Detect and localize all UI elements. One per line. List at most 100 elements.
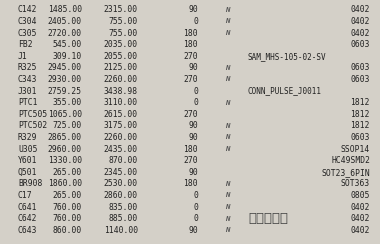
Text: 0: 0 [193,87,198,95]
Text: 0402: 0402 [350,203,370,212]
Text: Q501: Q501 [18,168,38,177]
Text: N: N [225,65,230,71]
Text: Y601: Y601 [18,156,38,165]
Text: 0402: 0402 [350,5,370,14]
Text: 2035.00: 2035.00 [104,40,138,49]
Text: 1812: 1812 [350,98,370,107]
Text: 265.00: 265.00 [53,191,82,200]
Text: 755.00: 755.00 [109,17,138,26]
Text: 深圳宏力捷: 深圳宏力捷 [248,212,288,225]
Text: 2345.00: 2345.00 [104,168,138,177]
Text: 1065.00: 1065.00 [48,110,82,119]
Text: 180: 180 [184,179,198,188]
Text: 180: 180 [184,144,198,153]
Text: 760.00: 760.00 [53,203,82,212]
Text: 270: 270 [184,52,198,61]
Text: 2405.00: 2405.00 [48,17,82,26]
Text: C17: C17 [18,191,33,200]
Text: N: N [225,123,230,129]
Text: R329: R329 [18,133,38,142]
Text: C343: C343 [18,75,38,84]
Text: 0: 0 [193,203,198,212]
Text: 3438.98: 3438.98 [104,87,138,95]
Text: 3175.00: 3175.00 [104,121,138,130]
Text: SOT363: SOT363 [341,179,370,188]
Text: N: N [225,30,230,36]
Text: 2055.00: 2055.00 [104,52,138,61]
Text: C643: C643 [18,226,38,235]
Text: 180: 180 [184,40,198,49]
Text: 265.00: 265.00 [53,168,82,177]
Text: 0603: 0603 [350,63,370,72]
Text: 0603: 0603 [350,75,370,84]
Text: 2435.00: 2435.00 [104,144,138,153]
Text: 2125.00: 2125.00 [104,63,138,72]
Text: R325: R325 [18,63,38,72]
Text: 2260.00: 2260.00 [104,133,138,142]
Text: 2260.00: 2260.00 [104,75,138,84]
Text: PTC505: PTC505 [18,110,47,119]
Text: 2930.00: 2930.00 [48,75,82,84]
Text: N: N [225,7,230,13]
Text: 760.00: 760.00 [53,214,82,223]
Text: N: N [225,76,230,82]
Text: 1140.00: 1140.00 [104,226,138,235]
Text: 2759.25: 2759.25 [48,87,82,95]
Text: 355.00: 355.00 [53,98,82,107]
Text: HC49SMD2: HC49SMD2 [331,156,370,165]
Text: 755.00: 755.00 [109,29,138,38]
Text: 725.00: 725.00 [53,121,82,130]
Text: N: N [225,216,230,222]
Text: 2865.00: 2865.00 [48,133,82,142]
Text: 2615.00: 2615.00 [104,110,138,119]
Text: 1330.00: 1330.00 [48,156,82,165]
Text: 1812: 1812 [350,121,370,130]
Text: 0402: 0402 [350,17,370,26]
Text: 309.10: 309.10 [53,52,82,61]
Text: N: N [225,204,230,210]
Text: C304: C304 [18,17,38,26]
Text: N: N [225,227,230,233]
Text: 0: 0 [193,98,198,107]
Text: 0: 0 [193,191,198,200]
Text: 90: 90 [188,121,198,130]
Text: 0: 0 [193,17,198,26]
Text: 2860.00: 2860.00 [104,191,138,200]
Text: 0603: 0603 [350,133,370,142]
Text: 270: 270 [184,110,198,119]
Text: N: N [225,146,230,152]
Text: 885.00: 885.00 [109,214,138,223]
Text: 835.00: 835.00 [109,203,138,212]
Text: 90: 90 [188,168,198,177]
Text: 1485.00: 1485.00 [48,5,82,14]
Text: N: N [225,100,230,106]
Text: 860.00: 860.00 [53,226,82,235]
Text: 3110.00: 3110.00 [104,98,138,107]
Text: SAM_MHS-105-02-SV: SAM_MHS-105-02-SV [248,52,327,61]
Text: 1860.00: 1860.00 [48,179,82,188]
Text: 0603: 0603 [350,40,370,49]
Text: FB2: FB2 [18,40,33,49]
Text: N: N [225,193,230,198]
Text: 0: 0 [193,214,198,223]
Text: C142: C142 [18,5,38,14]
Text: N: N [225,18,230,24]
Text: C642: C642 [18,214,38,223]
Text: 545.00: 545.00 [53,40,82,49]
Text: 1812: 1812 [350,110,370,119]
Text: J301: J301 [18,87,38,95]
Text: 0805: 0805 [350,191,370,200]
Text: N: N [225,181,230,187]
Text: 0402: 0402 [350,29,370,38]
Text: 90: 90 [188,133,198,142]
Text: 90: 90 [188,5,198,14]
Text: 270: 270 [184,75,198,84]
Text: 2530.00: 2530.00 [104,179,138,188]
Text: SOT23_6PIN: SOT23_6PIN [321,168,370,177]
Text: BR908: BR908 [18,179,43,188]
Text: N: N [225,134,230,140]
Text: 2960.00: 2960.00 [48,144,82,153]
Text: PTC502: PTC502 [18,121,47,130]
Text: J1: J1 [18,52,28,61]
Text: 90: 90 [188,226,198,235]
